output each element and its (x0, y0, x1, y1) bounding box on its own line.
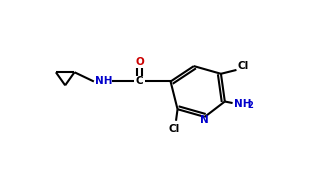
Text: O: O (135, 57, 144, 67)
Text: N: N (200, 115, 208, 125)
Text: 2: 2 (247, 101, 253, 110)
Text: NH: NH (234, 99, 252, 109)
Text: C: C (136, 76, 143, 87)
Text: Cl: Cl (169, 124, 180, 134)
Text: Cl: Cl (238, 61, 249, 71)
Text: NH: NH (95, 76, 113, 87)
